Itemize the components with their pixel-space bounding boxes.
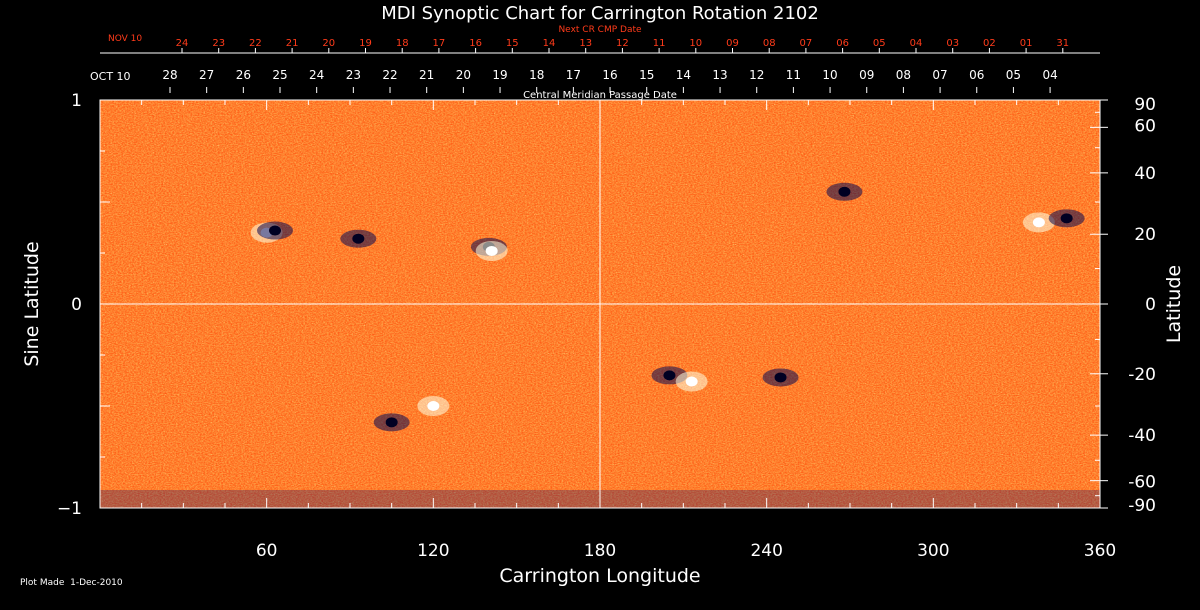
next-cr-day-label: 12 xyxy=(616,38,629,49)
cmp-ticks: 28 27 26 25 24 23 22 21 20 19 18 17 16 15 14 13 12 11 10 09… xyxy=(162,68,1058,93)
left-y-axis: −1 0 1 xyxy=(57,91,110,519)
cmp-day-label: 07 xyxy=(932,68,947,82)
next-cr-day-label: 20 xyxy=(322,38,335,49)
negative-polarity-core xyxy=(269,225,281,236)
cmp-day-label: 18 xyxy=(529,68,544,82)
next-cr-day-label: 15 xyxy=(506,38,519,49)
next-cr-day-label: 31 xyxy=(1056,38,1069,49)
next-cr-day-label: 13 xyxy=(579,38,592,49)
cmp-day-label: 13 xyxy=(712,68,727,82)
chart-title: MDI Synoptic Chart for Carrington Rotati… xyxy=(381,3,819,24)
next-cr-day-label: 04 xyxy=(910,38,923,49)
cmp-day-label: 04 xyxy=(1042,68,1057,82)
y-right-tick-label: -20 xyxy=(1128,365,1156,385)
cmp-day-label: 19 xyxy=(492,68,507,82)
next-cr-day-label: 19 xyxy=(359,38,372,49)
x-axis-label: Carrington Longitude xyxy=(499,565,700,587)
negative-polarity-core xyxy=(385,417,398,428)
next-cr-day-label: 24 xyxy=(176,38,189,49)
cmp-day-label: 20 xyxy=(456,68,471,82)
negative-polarity-core xyxy=(663,370,676,381)
next-cr-day-label: 22 xyxy=(249,38,262,49)
next-cr-day-label: 08 xyxy=(763,38,776,49)
next-cr-day-label: 02 xyxy=(983,38,996,49)
next-cr-day-label: 09 xyxy=(726,38,739,49)
x-tick-label: 300 xyxy=(917,541,949,561)
y-right-tick-label: 20 xyxy=(1134,225,1156,245)
footer-label: Plot Made xyxy=(20,578,65,588)
y-right-tick-label: -90 xyxy=(1128,496,1156,516)
y-left-tick-label: −1 xyxy=(57,499,82,519)
next-cr-day-label: 05 xyxy=(873,38,886,49)
cmp-day-label: 24 xyxy=(309,68,324,82)
y-left-tick-label: 0 xyxy=(71,295,82,315)
negative-polarity-core xyxy=(838,186,851,197)
active-regions xyxy=(250,182,1085,432)
negative-polarity-core xyxy=(1060,213,1073,224)
next-cr-day-label: 10 xyxy=(689,38,702,49)
positive-polarity-core xyxy=(485,245,498,256)
right-y-axis-label: Latitude xyxy=(1163,265,1185,343)
cmp-day-label: 25 xyxy=(272,68,287,82)
x-tick-label: 120 xyxy=(417,541,449,561)
y-left-tick-label: 1 xyxy=(71,91,82,111)
x-tick-label: 180 xyxy=(584,541,616,561)
positive-polarity-core xyxy=(1032,217,1045,228)
plot-made-footer: Plot Made 1-Dec-2010 xyxy=(20,578,123,588)
cmp-day-label: 12 xyxy=(749,68,764,82)
cmp-axis: OCT 10 28 27 26 25 24 23 22 21 20 19 18 17 16 15 14 13 1… xyxy=(90,68,1058,101)
cmp-day-label: 10 xyxy=(822,68,837,82)
cmp-day-label: 09 xyxy=(859,68,874,82)
next-cr-day-label: 03 xyxy=(946,38,959,49)
cmp-day-label: 22 xyxy=(382,68,397,82)
cmp-day-label: 08 xyxy=(896,68,911,82)
next-cr-day-label: 11 xyxy=(653,38,666,49)
x-tick-label: 360 xyxy=(1084,541,1116,561)
y-right-tick-label: 40 xyxy=(1134,164,1156,184)
cmp-day-label: 06 xyxy=(969,68,984,82)
x-tick-label: 240 xyxy=(750,541,782,561)
cmp-day-label: 28 xyxy=(162,68,177,82)
negative-polarity-core xyxy=(774,372,787,383)
next-cr-day-label: 21 xyxy=(286,38,299,49)
y-right-tick-label: -60 xyxy=(1128,473,1156,493)
y-right-tick-label: 60 xyxy=(1134,116,1156,136)
cmp-axis-label: Central Meridian Passage Date xyxy=(523,90,677,101)
cmp-start-label: OCT 10 xyxy=(90,70,131,83)
next-cr-day-label: 14 xyxy=(543,38,556,49)
next-cr-day-label: 17 xyxy=(433,38,446,49)
next-cr-day-label: 16 xyxy=(469,38,482,49)
cmp-day-label: 14 xyxy=(676,68,691,82)
left-y-axis-label: Sine Latitude xyxy=(21,241,43,366)
footer-date: 1-Dec-2010 xyxy=(70,578,123,588)
x-tick-label: 60 xyxy=(256,541,278,561)
cmp-day-label: 15 xyxy=(639,68,654,82)
cmp-day-label: 27 xyxy=(199,68,214,82)
cmp-day-label: 11 xyxy=(786,68,801,82)
positive-polarity-core xyxy=(685,376,698,387)
cmp-day-label: 23 xyxy=(346,68,361,82)
x-axis: 60 120 180 240 300 360 xyxy=(99,100,1116,561)
next-cr-day-label: 07 xyxy=(800,38,813,49)
next-cr-day-label: 01 xyxy=(1020,38,1033,49)
next-cr-ticks: 24 23 22 21 20 19 18 17 16 15 14 13 12 11 10 09 08 07 06 05… xyxy=(176,38,1069,53)
next-cr-day-label: 23 xyxy=(212,38,225,49)
next-cr-axis-label: Next CR CMP Date xyxy=(558,25,642,35)
cmp-day-label: 17 xyxy=(566,68,581,82)
cmp-day-label: 05 xyxy=(1006,68,1021,82)
positive-polarity-core xyxy=(427,401,440,411)
next-cr-axis: Next CR CMP Date NOV 10 24 23 22 21 20 19 18 17… xyxy=(100,25,1100,54)
cmp-day-label: 16 xyxy=(602,68,617,82)
negative-polarity-core xyxy=(352,233,365,244)
y-right-tick-label: 0 xyxy=(1145,295,1156,315)
y-right-tick-label: 90 xyxy=(1134,95,1156,115)
next-cr-start-label: NOV 10 xyxy=(108,34,142,44)
y-right-tick-label: -40 xyxy=(1128,426,1156,446)
cmp-day-label: 21 xyxy=(419,68,434,82)
next-cr-day-label: 18 xyxy=(396,38,409,49)
cmp-day-label: 26 xyxy=(236,68,251,82)
next-cr-day-label: 06 xyxy=(836,38,849,49)
